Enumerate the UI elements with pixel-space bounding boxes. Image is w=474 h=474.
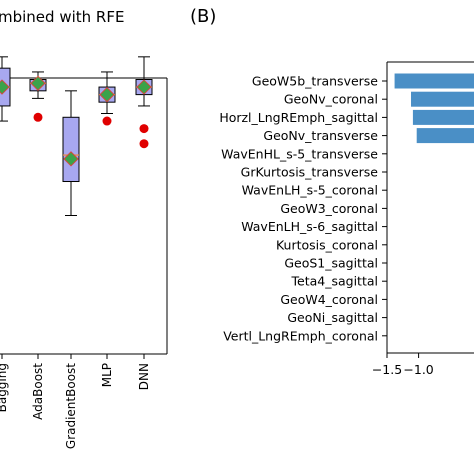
panel-a: mbined with RFE Bagging AdaBoost GradientB…: [0, 8, 168, 449]
y-tick-label: GrKurtosis_transverse: [241, 165, 379, 180]
y-tick-label: Kurtosis_coronal: [276, 237, 378, 252]
y-tick-label: GeoW4_coronal: [280, 292, 378, 307]
feature-bar: [412, 109, 474, 125]
feature-bar: [416, 128, 474, 144]
y-tick-label: WavEnHL_s-5_transverse: [221, 146, 378, 161]
panel-b-yticks: GeoW5b_transverse GeoNv_coronal Horzl_LngR…: [219, 74, 387, 343]
x-tick-label: −1.5: [372, 362, 402, 377]
y-tick-label: GeoW5b_transverse: [252, 74, 378, 89]
mean-marker: [0, 79, 10, 95]
y-tick-label: GeoS1_sagittal: [284, 256, 378, 271]
box-plot-series: [0, 56, 153, 217]
panel-b: (B) GeoW5b_transverse GeoNv_coronal Horzl_…: [190, 6, 474, 377]
x-tick-label: MLP: [100, 363, 114, 387]
bar-series: [394, 73, 474, 144]
panel-b-label: (B): [190, 6, 216, 27]
outlier-point: [33, 112, 43, 122]
x-tick-label: Bagging: [0, 363, 9, 412]
panel-b-xticks: −1.5 −1.0: [372, 353, 434, 377]
box: [62, 116, 80, 183]
y-tick-label: GeoNi_sagittal: [287, 310, 378, 325]
x-tick-label: AdaBoost: [31, 363, 45, 420]
x-tick-label: −1.0: [403, 362, 433, 377]
mean-marker: [136, 79, 152, 95]
outlier-point: [139, 139, 149, 149]
feature-bar: [394, 73, 474, 89]
panel-a-title: mbined with RFE: [0, 8, 124, 26]
x-tick-label: DNN: [137, 363, 151, 390]
feature-bar: [411, 91, 474, 107]
y-tick-label: GeoNv_transverse: [263, 128, 378, 143]
outlier-point: [139, 124, 149, 134]
y-tick-label: GeoW3_coronal: [280, 201, 378, 216]
mean-marker: [99, 86, 115, 103]
y-tick-label: WavEnLH_s-6_sagittal: [241, 219, 378, 234]
mean-marker: [30, 75, 46, 91]
y-tick-label: Vertl_LngREmph_coronal: [223, 328, 378, 343]
mean-marker: [63, 151, 79, 167]
y-tick-label: Horzl_LngREmph_sagittal: [219, 110, 378, 125]
y-tick-label: Teta4_sagittal: [291, 274, 378, 289]
y-tick-label: WavEnLH_s-5_coronal: [242, 183, 378, 198]
outlier-point: [102, 116, 112, 126]
panel-a-xticks: Bagging AdaBoost GradientBoost MLP DNN: [0, 354, 151, 449]
x-tick-label: GradientBoost: [64, 363, 78, 449]
y-tick-label: GeoNv_coronal: [284, 92, 378, 107]
